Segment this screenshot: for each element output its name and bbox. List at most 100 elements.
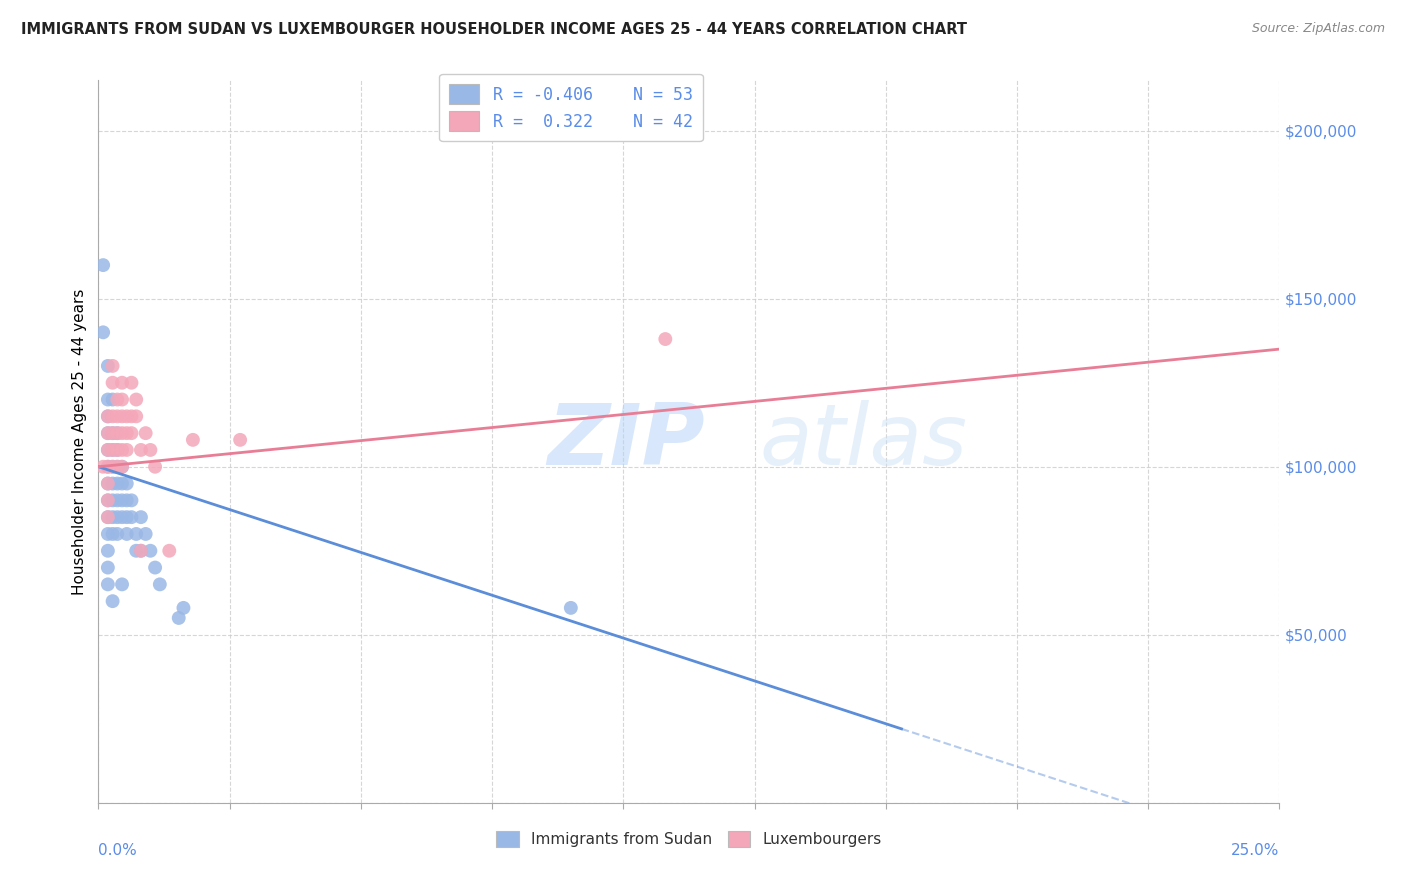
Point (125, 543, 148, 558)
Point (97, 493, 120, 508)
Point (97, 577, 120, 591)
Point (167, 611, 190, 625)
Point (97, 426, 120, 441)
Point (97, 409, 120, 424)
Point (97, 426, 120, 441)
Point (121, 426, 143, 441)
Point (115, 493, 138, 508)
Point (101, 459, 124, 474)
Point (91, 459, 114, 474)
Point (105, 392, 128, 407)
Point (129, 543, 152, 558)
Point (97, 493, 120, 508)
Point (111, 376, 134, 390)
Point (129, 510, 152, 524)
Point (97, 510, 120, 524)
Point (97, 459, 120, 474)
Text: IMMIGRANTS FROM SUDAN VS LUXEMBOURGER HOUSEHOLDER INCOME AGES 25 - 44 YEARS CORR: IMMIGRANTS FROM SUDAN VS LUXEMBOURGER HO… (21, 22, 967, 37)
Point (115, 442, 138, 457)
Text: 0.0%: 0.0% (98, 843, 138, 857)
Point (111, 577, 134, 591)
Point (143, 560, 166, 574)
Point (97, 442, 120, 457)
Point (229, 433, 252, 447)
Point (111, 493, 134, 508)
Point (121, 409, 143, 424)
Point (135, 426, 157, 441)
Point (105, 426, 128, 441)
Y-axis label: Householder Income Ages 25 - 44 years: Householder Income Ages 25 - 44 years (72, 288, 87, 595)
Point (105, 459, 128, 474)
Point (121, 376, 143, 390)
Point (105, 476, 128, 491)
Point (143, 459, 166, 474)
Point (91, 326, 114, 340)
Point (101, 392, 124, 407)
Text: 25.0%: 25.0% (1232, 843, 1279, 857)
Point (135, 527, 157, 541)
Point (115, 476, 138, 491)
Point (105, 442, 128, 457)
Point (105, 426, 128, 441)
Point (129, 543, 152, 558)
Point (97, 543, 120, 558)
Point (97, 392, 120, 407)
Point (97, 476, 120, 491)
Point (101, 476, 124, 491)
Point (105, 459, 128, 474)
Point (181, 433, 204, 447)
Text: atlas: atlas (759, 400, 967, 483)
Point (105, 442, 128, 457)
Point (97, 409, 120, 424)
Point (111, 510, 134, 524)
Point (560, 600, 582, 615)
Point (111, 459, 134, 474)
Point (111, 476, 134, 491)
Point (97, 560, 120, 574)
Point (105, 493, 128, 508)
Legend: Immigrants from Sudan, Luxembourgers: Immigrants from Sudan, Luxembourgers (489, 825, 889, 853)
Point (115, 527, 138, 541)
Point (111, 392, 134, 407)
Point (111, 442, 134, 457)
Point (139, 442, 162, 457)
Point (97, 476, 120, 491)
Point (111, 426, 134, 441)
Point (115, 409, 138, 424)
Text: ZIP: ZIP (547, 400, 704, 483)
Point (101, 442, 124, 457)
Point (149, 577, 172, 591)
Point (121, 493, 143, 508)
Point (172, 600, 194, 615)
Point (101, 527, 124, 541)
Point (111, 409, 134, 424)
Point (105, 409, 128, 424)
Point (101, 442, 124, 457)
Point (97, 359, 120, 373)
Point (101, 359, 124, 373)
Point (654, 332, 676, 346)
Point (97, 527, 120, 541)
Point (101, 594, 124, 608)
Point (101, 459, 124, 474)
Point (105, 527, 128, 541)
Point (97, 510, 120, 524)
Point (157, 543, 180, 558)
Point (105, 510, 128, 524)
Point (139, 543, 162, 558)
Point (101, 409, 124, 424)
Point (125, 392, 148, 407)
Point (121, 510, 143, 524)
Point (101, 493, 124, 508)
Point (101, 426, 124, 441)
Point (91, 258, 114, 272)
Point (115, 426, 138, 441)
Point (129, 442, 152, 457)
Point (115, 510, 138, 524)
Point (125, 409, 148, 424)
Text: Source: ZipAtlas.com: Source: ZipAtlas.com (1251, 22, 1385, 36)
Point (101, 426, 124, 441)
Point (97, 442, 120, 457)
Point (97, 459, 120, 474)
Point (101, 376, 124, 390)
